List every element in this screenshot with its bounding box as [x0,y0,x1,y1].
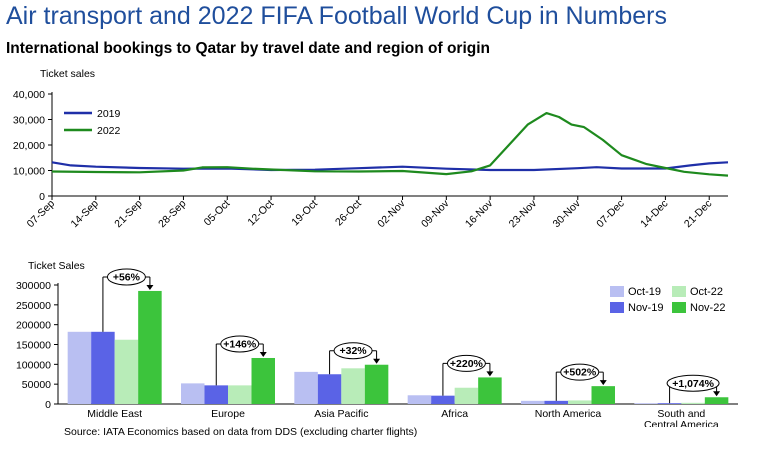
bar-Oct-19-0 [67,331,92,404]
x-category-label: South and [657,408,705,420]
bar-Oct-19-2 [294,371,318,404]
x-tick-label: 19-Oct [289,198,320,229]
bar-Nov-22-1 [251,357,275,404]
x-tick-label: 16-Nov [463,197,496,230]
bar-Nov-19-1 [204,385,228,404]
legend-swatch-Nov-19 [610,302,624,313]
chart-title: Air transport and 2022 FIFA Football Wor… [6,2,667,30]
bar-Oct-19-5 [634,403,658,404]
bar-Nov-19-0 [91,331,115,404]
y-tick-label: 50000 [22,379,51,391]
annotation-arrowhead [486,371,494,377]
annotation-arrowhead [146,284,154,290]
series-line-2022 [51,111,729,177]
y-tick-label: 200000 [16,320,51,332]
bar-Nov-22-0 [138,290,162,404]
bar-Nov-19-2 [317,374,342,404]
annotation-label: +220% [450,358,484,370]
x-category-label: Europe [211,408,245,420]
legend-label-Oct-22: Oct-22 [690,286,723,298]
annotation-arrowhead [599,380,607,386]
bar-Oct-22-3 [454,387,479,404]
y-tick-label: 0 [45,399,51,411]
series-line-2019 [51,161,729,172]
y-tick-label: 300000 [16,280,51,292]
bar-chart: Ticket Sales 0 50000 100000 150000 200000 2500… [16,260,738,427]
bar-Oct-19-3 [407,395,432,404]
y-tick-label: 10,000 [13,166,45,178]
annotation-arrowhead [373,358,381,364]
legend-label-Nov-19: Nov-19 [628,302,663,314]
annotation-bubble [333,342,373,360]
annotation-bubble [106,268,146,286]
x-tick-label: 21-Dec [682,198,714,230]
bar-Nov-19-5 [657,403,682,404]
x-tick-label: 02-Nov [375,197,408,230]
bar-Nov-22-5 [704,397,729,404]
annotation-bubble [446,354,486,372]
x-tick-label: 30-Nov [550,197,583,230]
bar-Nov-19-4 [544,400,568,404]
bar-Nov-22-4 [591,386,615,404]
annotation-label: +56% [113,271,141,283]
y-tick-label: 250000 [16,300,51,312]
bar-Nov-22-2 [364,364,389,404]
x-tick-label: 28-Sep [156,198,189,231]
x-tick-label: 07-Dec [594,198,626,230]
annotation-bubble [666,374,720,392]
bar-Oct-22-4 [568,400,592,404]
annotation-label: +502% [563,367,597,379]
y-tick-label: 40,000 [13,89,45,101]
annotation-label: +1,074% [672,378,714,390]
y-tick-label: 0 [39,191,45,203]
x-tick-label: 14-Sep [69,198,102,231]
bar-Oct-19-4 [521,400,545,404]
bar-Nov-19-3 [431,395,455,404]
bar-Oct-22-2 [341,368,365,404]
x-tick-label: 14-Dec [638,198,670,230]
x-category-label: Middle East [87,408,142,420]
x-tick-label: 21-Sep [112,198,145,231]
bar-Oct-22-0 [114,339,139,404]
y-tick-label: 20,000 [13,140,45,152]
annotation-bubble [220,335,260,353]
bar-Oct-22-1 [228,385,252,404]
bar-Oct-19-1 [181,383,205,404]
y-axis-title: Ticket Sales [28,260,85,272]
legend-label-2022: 2022 [97,125,121,137]
legend-swatch-Oct-19 [610,286,624,297]
source-note: Source: IATA Economics based on data fro… [64,426,418,438]
annotation-arrowhead [259,351,267,357]
legend-label-Nov-22: Nov-22 [690,302,725,314]
y-tick-label: 30,000 [13,115,45,127]
legend-swatch-Oct-22 [672,286,686,297]
x-tick-label: 26-Oct [333,198,364,229]
annotation-label: +146% [223,338,257,350]
y-tick-label: 100000 [16,359,51,371]
x-category-label: North America [535,408,602,420]
legend-label-Oct-19: Oct-19 [628,286,661,298]
x-category-label: Africa [441,408,468,420]
legend-label-2019: 2019 [97,108,121,120]
annotation-arrowhead [713,391,721,397]
annotation-bubble [560,363,600,381]
legend-swatch-Nov-22 [672,302,686,313]
x-tick-label: 12-Oct [245,198,276,229]
annotation-label: +32% [340,345,368,357]
y-tick-label: 150000 [16,340,51,352]
line-chart: Ticket sales 0 10,000 20,000 30,000 40,000 07-… [13,68,729,231]
x-category-label: Central America [644,419,719,427]
x-tick-label: 09-Nov [419,197,452,230]
x-tick-label: 23-Nov [507,197,540,230]
bar-Nov-22-3 [478,377,502,404]
chart-subtitle: International bookings to Qatar by trave… [6,40,490,57]
y-axis-title: Ticket sales [40,68,95,80]
x-tick-label: 05-Oct [202,198,233,229]
x-category-label: Asia Pacific [314,408,368,420]
bar-Oct-22-5 [681,402,705,404]
